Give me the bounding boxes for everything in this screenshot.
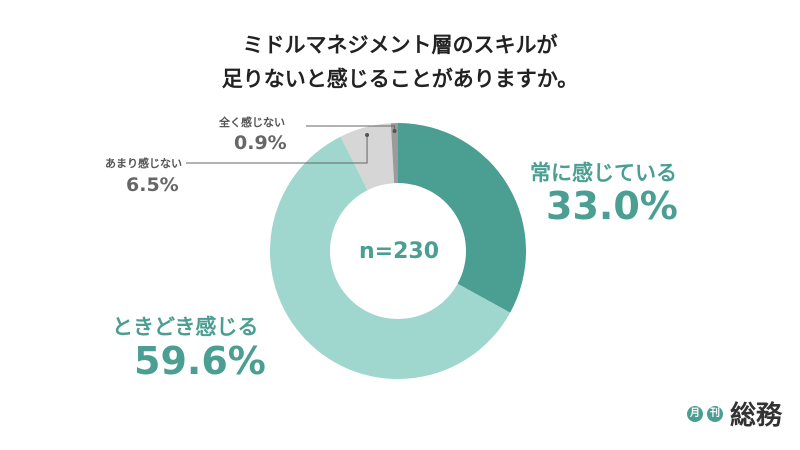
leader-line-never-dot: [392, 129, 397, 134]
slice-value-rarely: 6.5%: [126, 174, 179, 196]
chart-title-line-2: 足りないと感じることがありますか。: [221, 67, 579, 91]
chart-title-line-1: ミドルマネジメント層のスキルが: [242, 33, 558, 57]
slice-never: [390, 123, 398, 184]
slice-label-never: 全く感じない: [219, 116, 285, 129]
donut-center-label: n=230: [359, 239, 439, 264]
leader-line-rarely: [186, 135, 368, 164]
slice-label-sometimes: ときどき感じる: [112, 315, 259, 339]
slice-always: [398, 123, 526, 313]
slice-label-always: 常に感じている: [530, 161, 677, 185]
slice-value-sometimes: 59.6%: [134, 339, 266, 383]
brand-logo: 月 刊 総務: [686, 395, 782, 432]
slice-value-always: 33.0%: [546, 184, 678, 228]
leader-lines: [186, 125, 397, 164]
slice-sometimes: [270, 136, 511, 379]
chart-title: ミドルマネジメント層のスキルが 足りないと感じることがありますか。: [0, 28, 800, 96]
brand-badge-1: 月: [686, 405, 703, 422]
brand-name: 総務: [729, 401, 782, 431]
brand-badge-2: 刊: [706, 405, 723, 422]
slice-value-never: 0.9%: [234, 132, 287, 154]
leader-line-rarely-dot: [365, 133, 370, 138]
slice-label-rarely: あまり感じない: [105, 157, 182, 170]
